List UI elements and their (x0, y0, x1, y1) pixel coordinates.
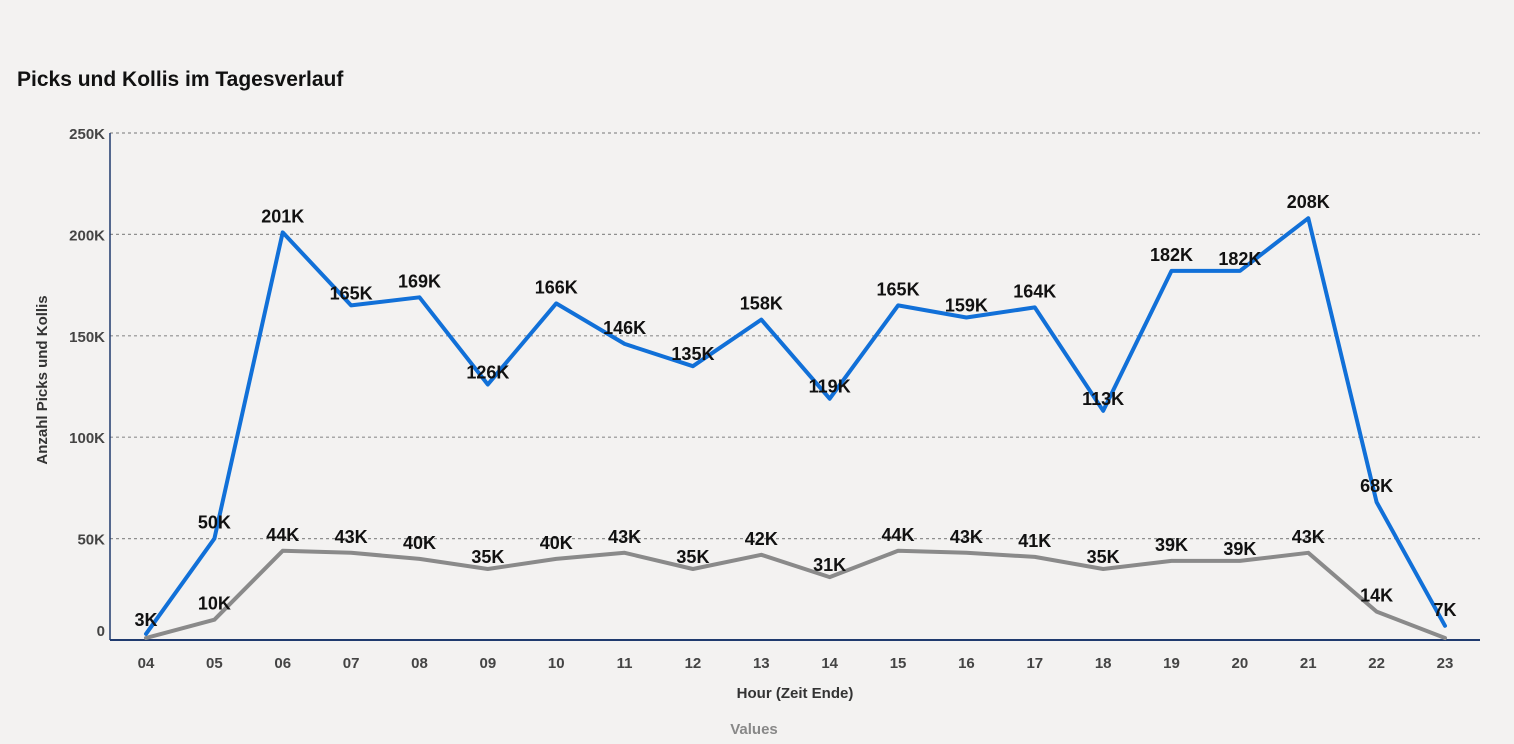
x-tick-label: 17 (1026, 655, 1043, 672)
data-label: 201K (261, 206, 304, 226)
x-tick-label: 23 (1437, 655, 1454, 672)
data-label: 135K (671, 344, 714, 364)
y-tick-label: 0 (97, 623, 105, 640)
x-tick-label: 13 (753, 655, 770, 672)
x-tick-label: 09 (479, 655, 496, 672)
data-label: 10K (198, 594, 231, 614)
data-label: 169K (398, 271, 441, 291)
data-label: 41K (1018, 531, 1051, 551)
data-label: 31K (813, 555, 846, 575)
y-tick-label: 100K (69, 430, 105, 447)
data-label: 182K (1150, 245, 1193, 265)
x-tick-label: 06 (274, 655, 291, 672)
x-tick-label: 15 (890, 655, 907, 672)
data-label: 39K (1223, 539, 1256, 559)
data-label: 164K (1013, 281, 1056, 301)
data-label: 165K (877, 279, 920, 299)
data-label: 42K (745, 529, 778, 549)
data-label: 126K (466, 362, 509, 382)
data-label: 14K (1360, 586, 1393, 606)
data-label: 119K (809, 377, 851, 397)
gridlines (110, 132, 1480, 540)
y-tick-label: 250K (69, 126, 105, 143)
data-label: 43K (950, 527, 983, 547)
data-label: 182K (1218, 249, 1261, 269)
x-tick-label: 21 (1300, 655, 1317, 672)
data-label: 43K (608, 527, 641, 547)
data-label: 68K (1360, 476, 1393, 496)
data-label: 40K (540, 533, 573, 553)
data-label: 43K (1292, 527, 1325, 547)
y-axis-title: Anzahl Picks und Kollis (34, 295, 51, 464)
x-tick-label: 05 (206, 655, 223, 672)
legend-title[interactable]: Values (730, 721, 778, 738)
y-tick-label: 200K (69, 227, 105, 244)
x-tick-label: 14 (821, 655, 838, 672)
x-tick-label: 18 (1095, 655, 1112, 672)
y-tick-label: 50K (77, 532, 105, 549)
data-label: 43K (335, 527, 368, 547)
data-label: 158K (740, 294, 783, 314)
x-tick-label: 04 (138, 655, 155, 672)
y-tick-label: 150K (69, 329, 105, 346)
x-tick-label: 16 (958, 655, 975, 672)
axes: 0 50K 100K 150K 200K 250K 04 05 06 07 08 09 10 11 12 13… (69, 126, 1480, 672)
data-label: 39K (1155, 535, 1188, 555)
data-label: 165K (330, 283, 373, 303)
x-axis-title: Hour (Zeit Ende) (737, 685, 854, 702)
data-label: 3K (134, 610, 157, 630)
data-label: 40K (403, 533, 436, 553)
data-label: 35K (471, 547, 504, 567)
data-label: 44K (882, 525, 915, 545)
series-lines (144, 216, 1447, 640)
x-tick-label: 12 (685, 655, 702, 672)
x-tick-label: 07 (343, 655, 360, 672)
data-label: 44K (266, 525, 299, 545)
x-tick-label: 08 (411, 655, 428, 672)
series-line-2[interactable] (144, 548, 1447, 640)
data-labels: 3K 50K 201K 165K 169K 126K 166K 146K 135K 158K 119… (134, 192, 1456, 630)
x-tick-label: 10 (548, 655, 565, 672)
data-label: 50K (198, 513, 231, 533)
data-label: 146K (603, 318, 646, 338)
series-line-1[interactable] (144, 216, 1447, 636)
data-label: 35K (676, 547, 709, 567)
x-tick-label: 22 (1368, 655, 1385, 672)
data-label: 159K (945, 296, 988, 316)
x-tick-label: 11 (617, 655, 633, 672)
data-label: 208K (1287, 192, 1330, 212)
x-tick-label: 20 (1232, 655, 1249, 672)
data-label: 166K (535, 277, 578, 297)
chart-title: Picks und Kollis im Tagesverlauf (17, 68, 344, 91)
x-tick-label: 19 (1163, 655, 1180, 672)
data-label: 35K (1087, 547, 1120, 567)
data-label: 7K (1433, 600, 1456, 620)
data-label: 113K (1082, 389, 1124, 409)
